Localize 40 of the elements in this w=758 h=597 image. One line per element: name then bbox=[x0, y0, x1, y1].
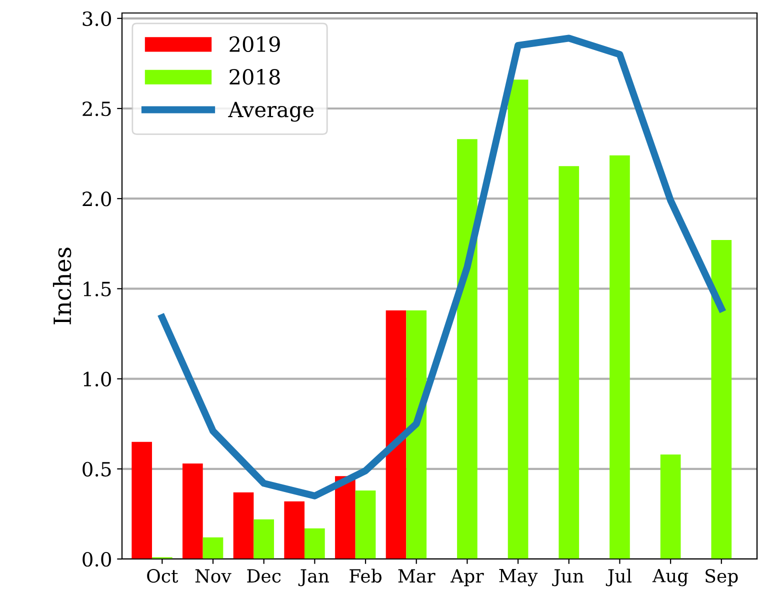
bar bbox=[284, 501, 305, 559]
x-tick-label: Dec bbox=[247, 569, 281, 583]
x-tick-label: Apr bbox=[450, 569, 484, 586]
x-tick-label: Oct bbox=[147, 569, 178, 583]
x-tick-label: May bbox=[499, 569, 538, 586]
y-tick-label: 2.0 bbox=[82, 192, 111, 206]
x-tick-label: Feb bbox=[350, 568, 382, 583]
y-tick-label: 0.0 bbox=[82, 552, 111, 567]
x-tick-label: Jan bbox=[298, 569, 329, 586]
x-tick-label: Mar bbox=[398, 569, 436, 583]
bar bbox=[254, 519, 274, 559]
x-tick-label: Nov bbox=[195, 569, 232, 583]
bar bbox=[202, 537, 224, 559]
bar bbox=[406, 310, 427, 559]
x-tick-label: Jul bbox=[606, 568, 632, 586]
bar bbox=[304, 528, 325, 559]
y-tick-label: 1.0 bbox=[84, 372, 111, 386]
bar bbox=[182, 463, 203, 559]
bar bbox=[233, 492, 254, 559]
bar bbox=[558, 166, 580, 559]
y-tick-label: 2.5 bbox=[82, 101, 111, 116]
bar bbox=[132, 442, 152, 559]
bar bbox=[457, 139, 478, 559]
x-tick-label: Jun bbox=[552, 569, 584, 586]
legend-label: 2019 bbox=[230, 36, 280, 52]
bar bbox=[508, 80, 528, 559]
bar bbox=[335, 476, 356, 559]
y-tick-label: 0.5 bbox=[82, 462, 111, 477]
x-tick-label: Aug bbox=[652, 569, 688, 586]
legend-label: 2018 bbox=[230, 68, 280, 85]
y-tick-label: 1.5 bbox=[84, 282, 111, 296]
bar bbox=[610, 155, 630, 559]
bar bbox=[386, 310, 406, 559]
legend-label: Average bbox=[228, 102, 314, 122]
bar bbox=[355, 490, 376, 559]
y-axis-title: Inches bbox=[52, 248, 72, 324]
bar bbox=[711, 240, 732, 559]
y-tick-label: 3.0 bbox=[82, 11, 111, 26]
bar bbox=[660, 454, 681, 559]
x-tick-label: Sep bbox=[706, 569, 738, 586]
